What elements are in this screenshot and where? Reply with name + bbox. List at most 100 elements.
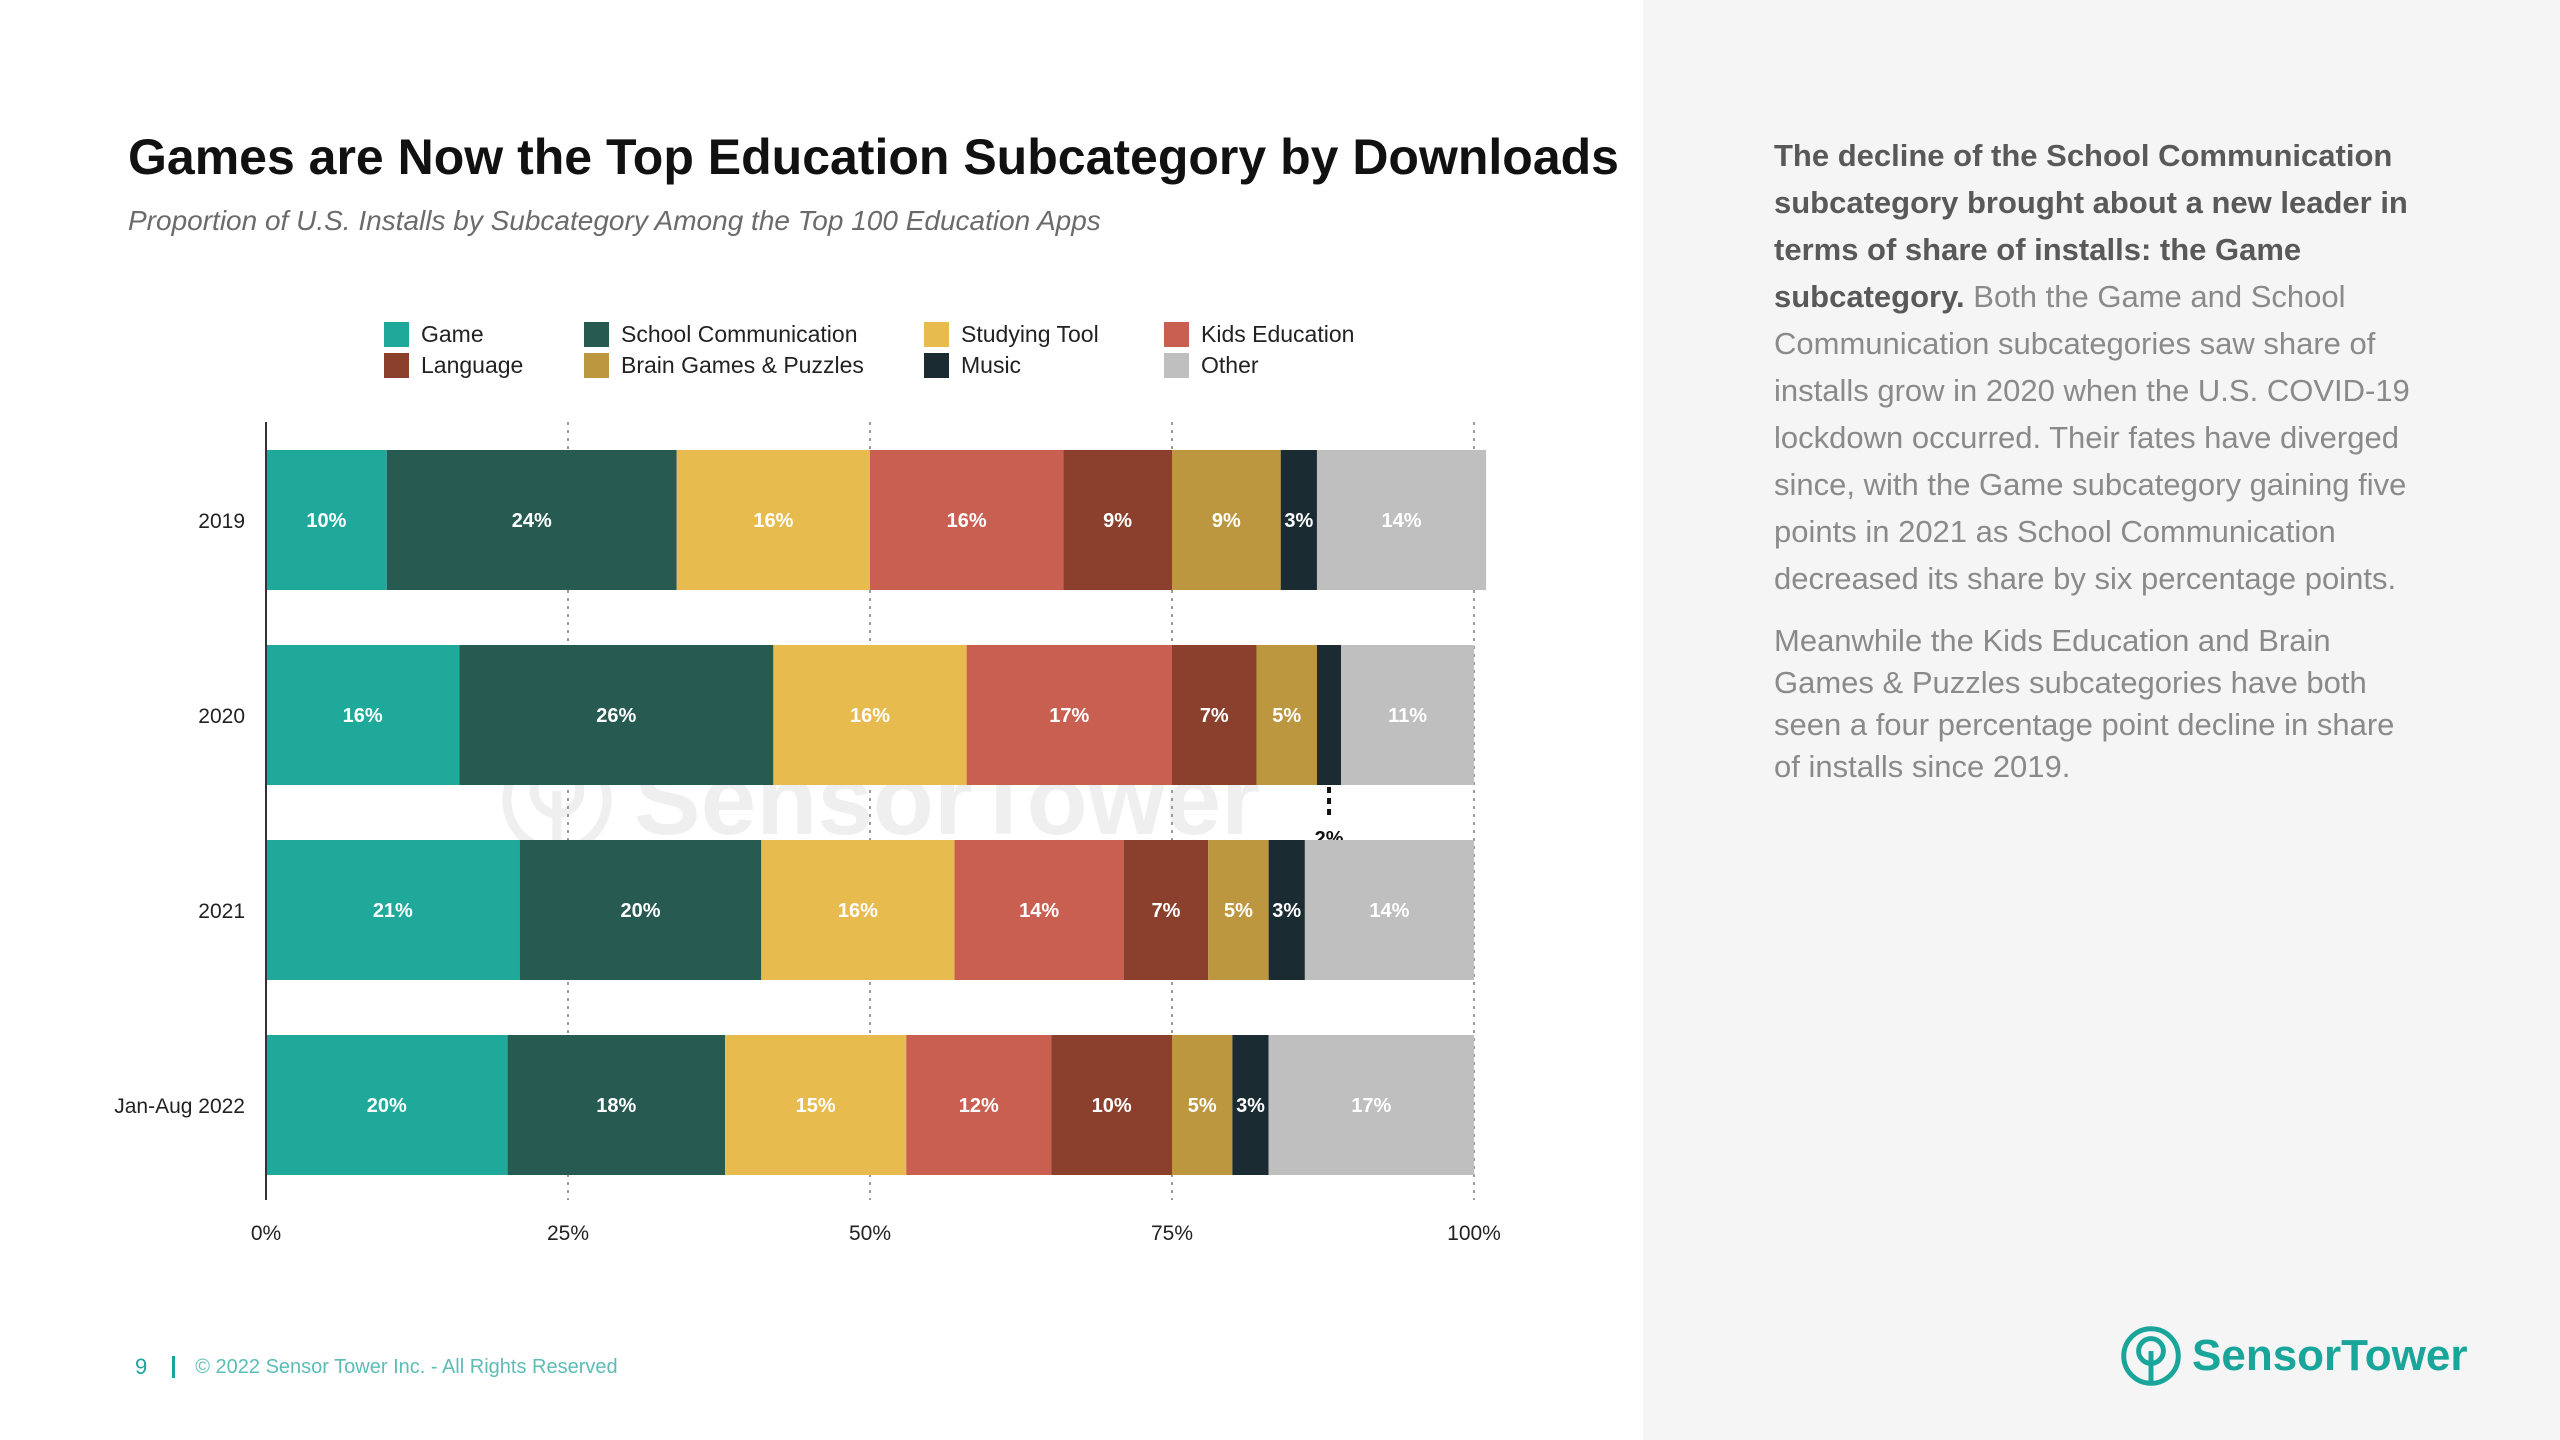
data-label: 17%	[1351, 1095, 1391, 1117]
legend-item-game: Game	[384, 321, 484, 348]
sensor-tower-logo-icon	[2121, 1326, 2181, 1386]
data-label: 21%	[373, 900, 413, 922]
data-label: 3%	[1284, 510, 1313, 532]
legend-label: Studying Tool	[961, 321, 1099, 347]
data-label: 14%	[1382, 510, 1422, 532]
brand-name: SensorTower	[2192, 1331, 2468, 1380]
footer: 9 © 2022 Sensor Tower Inc. - All Rights …	[135, 1354, 618, 1380]
bar-segment	[1063, 450, 1172, 590]
bar-segment	[1172, 645, 1257, 785]
bar-segment	[906, 1035, 1052, 1175]
bar-segment	[954, 840, 1124, 980]
data-label: 24%	[512, 510, 552, 532]
bar-segment	[725, 1035, 907, 1175]
data-label: 14%	[1369, 900, 1409, 922]
legend-item-kids-education: Kids Education	[1164, 321, 1354, 348]
bar-segment	[1304, 840, 1474, 980]
legend-swatch	[924, 322, 949, 347]
legend-item-other: Other	[1164, 352, 1259, 379]
bar-segment	[1268, 840, 1305, 980]
data-label: 26%	[596, 705, 636, 727]
data-label: 16%	[838, 900, 878, 922]
bar-segment	[1208, 840, 1269, 980]
bar-segment	[266, 1035, 508, 1175]
x-tick-label: 75%	[1151, 1222, 1193, 1245]
bar-segment	[1341, 645, 1474, 785]
bar-segment	[1316, 645, 1342, 785]
legend-label: Music	[961, 352, 1022, 378]
bar-segment	[870, 450, 1064, 590]
bar-segment	[1051, 1035, 1172, 1175]
legend-swatch	[384, 353, 409, 378]
bar-segment	[1232, 1035, 1269, 1175]
data-label: 7%	[1200, 705, 1229, 727]
legend-item-studying-tool: Studying Tool	[924, 321, 1099, 348]
data-label: 15%	[796, 1095, 836, 1117]
x-tick-label: 50%	[849, 1222, 891, 1245]
bar-segment	[507, 1035, 726, 1175]
data-label: 18%	[596, 1095, 636, 1117]
data-label: 20%	[620, 900, 660, 922]
summary-panel	[1643, 0, 2560, 1440]
data-label: 12%	[959, 1095, 999, 1117]
bar-segment	[676, 450, 870, 590]
footer-divider	[172, 1356, 176, 1378]
bar-segment	[1280, 450, 1317, 590]
brand-logo: SensorTower	[2120, 1325, 2467, 1387]
y-category-label: Jan-Aug 2022	[114, 1095, 245, 1118]
data-label: 16%	[850, 705, 890, 727]
data-label: 16%	[343, 705, 383, 727]
data-label: 7%	[1152, 900, 1181, 922]
y-category-label: 2020	[198, 705, 245, 728]
data-label: 3%	[1236, 1095, 1265, 1117]
data-label: 9%	[1103, 510, 1132, 532]
x-tick-label: 100%	[1447, 1222, 1501, 1245]
legend-label: Brain Games & Puzzles	[621, 352, 864, 378]
bar-segment	[1123, 840, 1209, 980]
data-label: 9%	[1212, 510, 1241, 532]
page-number: 9	[135, 1354, 148, 1379]
data-label: 16%	[947, 510, 987, 532]
y-category-label: 2021	[198, 900, 245, 923]
legend-item-music: Music	[924, 352, 1021, 379]
legend-label: Language	[421, 352, 524, 378]
legend-item-school-communication: School Communication	[584, 321, 858, 348]
bar-segment	[1316, 450, 1487, 590]
copyright-text: © 2022 Sensor Tower Inc. - All Rights Re…	[195, 1355, 618, 1378]
legend-swatch	[1164, 322, 1189, 347]
bar-segment	[1172, 450, 1281, 590]
legend-label: Game	[421, 321, 484, 347]
stacked-bar-chart: 0% 25% 50% 75% 100% 2019 10% 24% 16% 16% 9% 9% 3% 14%…	[114, 422, 1501, 1245]
bar-segment	[1268, 1035, 1474, 1175]
legend-item-language: Language	[384, 352, 523, 379]
bar-segment	[386, 450, 677, 590]
panel-lead: The decline of the School Communication …	[1774, 138, 2408, 314]
data-label: 5%	[1188, 1095, 1217, 1117]
data-label: 5%	[1224, 900, 1253, 922]
legend-item-brain-games-puzzles: Brain Games & Puzzles	[584, 352, 864, 379]
chart-subtitle: Proportion of U.S. Installs by Subcatego…	[128, 205, 1101, 236]
legend-label: Other	[1201, 352, 1259, 378]
chart-title: Games are Now the Top Education Subcateg…	[128, 129, 1619, 185]
data-label: 20%	[367, 1095, 407, 1117]
data-label: 16%	[753, 510, 793, 532]
legend-swatch	[384, 322, 409, 347]
data-label: 10%	[1092, 1095, 1132, 1117]
bar-segment	[1256, 645, 1317, 785]
legend-swatch	[584, 322, 609, 347]
bar-segment	[459, 645, 774, 785]
data-label: 5%	[1272, 705, 1301, 727]
bar-segment	[966, 645, 1172, 785]
legend-swatch	[1164, 353, 1189, 378]
data-label: 3%	[1272, 900, 1301, 922]
x-tick-label: 0%	[251, 1222, 281, 1245]
bar-segment	[773, 645, 967, 785]
legend-swatch	[584, 353, 609, 378]
bar-segment	[266, 450, 387, 590]
data-label: 10%	[306, 510, 346, 532]
data-label: 11%	[1388, 705, 1427, 727]
panel-paragraph-2: Meanwhile the Kids Education and Brain G…	[1774, 623, 2395, 784]
panel-paragraph-1: The decline of the School Communication …	[1774, 132, 2424, 602]
bar-segment	[266, 840, 520, 980]
bar-segment	[1172, 1035, 1233, 1175]
